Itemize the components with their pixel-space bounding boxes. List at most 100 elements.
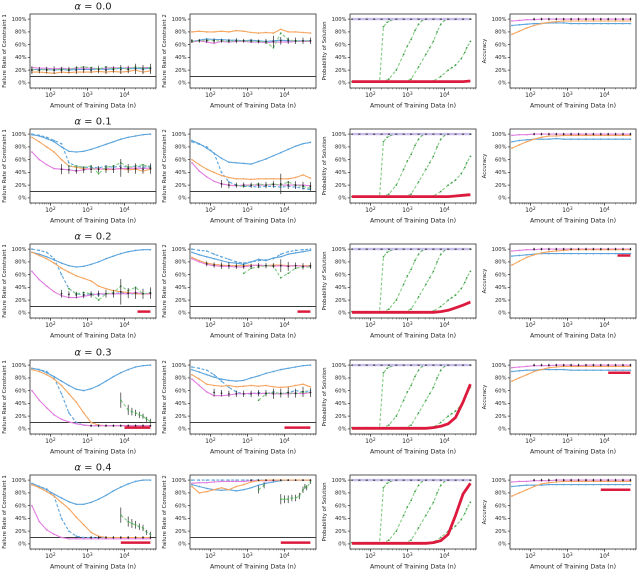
y-tick-label: 0% — [18, 81, 26, 87]
x-tick-label: 102 — [525, 206, 536, 214]
marker — [53, 258, 55, 260]
y-tick-label: 0% — [338, 541, 346, 547]
marker — [235, 39, 238, 42]
marker — [53, 493, 55, 495]
marker — [599, 134, 602, 137]
marker — [134, 167, 137, 170]
y-axis-label: Probability of Solution — [322, 137, 328, 196]
marker — [105, 258, 107, 260]
marker — [525, 480, 528, 482]
marker — [365, 364, 368, 366]
marker — [191, 258, 193, 260]
marker — [386, 482, 388, 484]
marker — [82, 503, 85, 505]
x-tick-label: 103 — [402, 206, 413, 214]
marker — [112, 168, 115, 171]
marker — [555, 137, 558, 140]
marker — [380, 479, 383, 481]
marker — [75, 69, 78, 71]
marker — [555, 363, 558, 366]
marker — [119, 291, 122, 294]
marker — [533, 485, 535, 488]
marker — [142, 249, 144, 251]
y-tick-label: 20% — [495, 413, 507, 419]
marker — [127, 368, 130, 371]
y-tick-label: 60% — [15, 503, 27, 509]
marker — [511, 370, 513, 372]
marker — [410, 364, 413, 366]
marker — [242, 178, 245, 180]
marker — [570, 134, 572, 137]
marker — [250, 376, 252, 379]
marker — [533, 368, 535, 371]
marker — [555, 480, 558, 483]
marker — [294, 265, 297, 267]
marker — [257, 184, 260, 187]
plot-box — [29, 128, 157, 204]
marker — [436, 491, 438, 494]
y-axis-label: Accuracy — [482, 268, 488, 293]
marker — [228, 39, 230, 42]
x-tick-label: 103 — [562, 552, 573, 560]
marker — [309, 249, 312, 252]
marker — [607, 368, 610, 371]
marker — [533, 24, 535, 27]
series-line-blue — [191, 248, 311, 265]
marker — [447, 299, 450, 302]
marker — [272, 392, 275, 395]
marker — [469, 18, 472, 20]
marker — [235, 479, 238, 481]
marker — [205, 368, 208, 371]
marker — [31, 69, 33, 71]
marker — [294, 496, 297, 499]
marker — [235, 392, 238, 395]
marker — [60, 496, 63, 499]
marker — [309, 177, 312, 180]
y-tick-label: 40% — [335, 55, 347, 61]
marker — [53, 151, 55, 154]
marker — [68, 297, 70, 299]
marker — [31, 151, 33, 154]
marker — [220, 39, 223, 42]
plot-box — [189, 243, 317, 319]
marker — [562, 368, 565, 371]
marker — [191, 479, 193, 481]
marker — [614, 138, 617, 141]
y-tick-label: 0% — [498, 196, 506, 202]
marker — [577, 248, 580, 251]
marker — [548, 368, 550, 371]
marker — [540, 136, 543, 139]
marker — [540, 18, 543, 20]
marker — [622, 20, 624, 22]
marker — [279, 32, 282, 34]
marker — [562, 479, 565, 481]
marker — [60, 267, 63, 270]
series-line-blue — [31, 248, 151, 296]
marker — [395, 530, 398, 532]
plot-box — [349, 359, 477, 434]
marker — [294, 176, 297, 179]
marker — [220, 174, 223, 177]
y-tick-label: 60% — [15, 158, 27, 164]
x-tick-label: 104 — [279, 91, 290, 99]
marker — [414, 260, 416, 262]
marker — [540, 138, 543, 141]
marker — [309, 363, 312, 366]
marker — [279, 28, 282, 31]
panel-r4c1: 0% 20% 40% 60% 80% 100% 102 103 104 Amount of Tra… — [160, 461, 320, 576]
marker — [279, 368, 282, 371]
marker — [75, 294, 78, 297]
panel-r1c0-chart: α = 0.1 0% 20% 40% 60% 80% 100% 102 103 104 Amount… — [2, 117, 157, 225]
marker — [410, 423, 412, 426]
marker — [119, 68, 122, 71]
marker — [585, 22, 587, 25]
marker — [75, 421, 78, 423]
y-tick-label: 20% — [175, 183, 187, 189]
marker — [629, 363, 632, 366]
y-tick-label: 80% — [15, 375, 27, 381]
marker — [283, 498, 286, 500]
marker — [250, 392, 252, 395]
marker — [149, 249, 152, 251]
marker — [414, 144, 416, 147]
x-axis-label: Amount of Training Data (n) — [50, 448, 136, 455]
